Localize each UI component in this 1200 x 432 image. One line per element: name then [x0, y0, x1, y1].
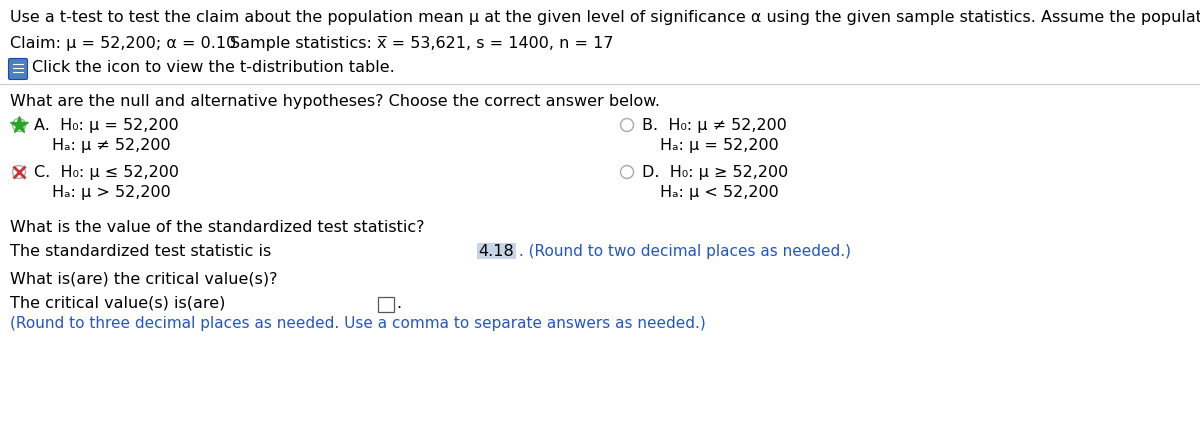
Text: What are the null and alternative hypotheses? Choose the correct answer below.: What are the null and alternative hypoth… [10, 94, 660, 109]
Text: Hₐ: μ > 52,200: Hₐ: μ > 52,200 [52, 185, 170, 200]
Text: A.  H₀: μ = 52,200: A. H₀: μ = 52,200 [34, 118, 179, 133]
Text: D.  H₀: μ ≥ 52,200: D. H₀: μ ≥ 52,200 [642, 165, 788, 180]
Text: The standardized test statistic is: The standardized test statistic is [10, 244, 276, 259]
Text: (Round to three decimal places as needed. Use a comma to separate answers as nee: (Round to three decimal places as needed… [10, 316, 706, 331]
Text: Hₐ: μ = 52,200: Hₐ: μ = 52,200 [660, 138, 779, 153]
Text: C.  H₀: μ ≤ 52,200: C. H₀: μ ≤ 52,200 [34, 165, 179, 180]
Text: Click the icon to view the t-distribution table.: Click the icon to view the t-distributio… [32, 60, 395, 75]
Text: B.  H₀: μ ≠ 52,200: B. H₀: μ ≠ 52,200 [642, 118, 787, 133]
FancyBboxPatch shape [8, 58, 28, 79]
Text: . (Round to two decimal places as needed.): . (Round to two decimal places as needed… [515, 244, 852, 259]
Text: Hₐ: μ < 52,200: Hₐ: μ < 52,200 [660, 185, 779, 200]
Text: Sample statistics: x̅ = 53,621, s = 1400, n = 17: Sample statistics: x̅ = 53,621, s = 1400… [230, 36, 613, 51]
Text: What is(are) the critical value(s)?: What is(are) the critical value(s)? [10, 272, 277, 287]
Text: .: . [396, 296, 401, 311]
FancyBboxPatch shape [476, 243, 516, 259]
Text: Use a t-test to test the claim about the population mean μ at the given level of: Use a t-test to test the claim about the… [10, 10, 1200, 25]
Text: The critical value(s) is(are): The critical value(s) is(are) [10, 296, 230, 311]
FancyBboxPatch shape [378, 297, 395, 312]
Text: Hₐ: μ ≠ 52,200: Hₐ: μ ≠ 52,200 [52, 138, 170, 153]
Text: Claim: μ = 52,200; α = 0.10: Claim: μ = 52,200; α = 0.10 [10, 36, 236, 51]
Text: 4.18: 4.18 [479, 244, 515, 259]
Text: What is the value of the standardized test statistic?: What is the value of the standardized te… [10, 220, 425, 235]
